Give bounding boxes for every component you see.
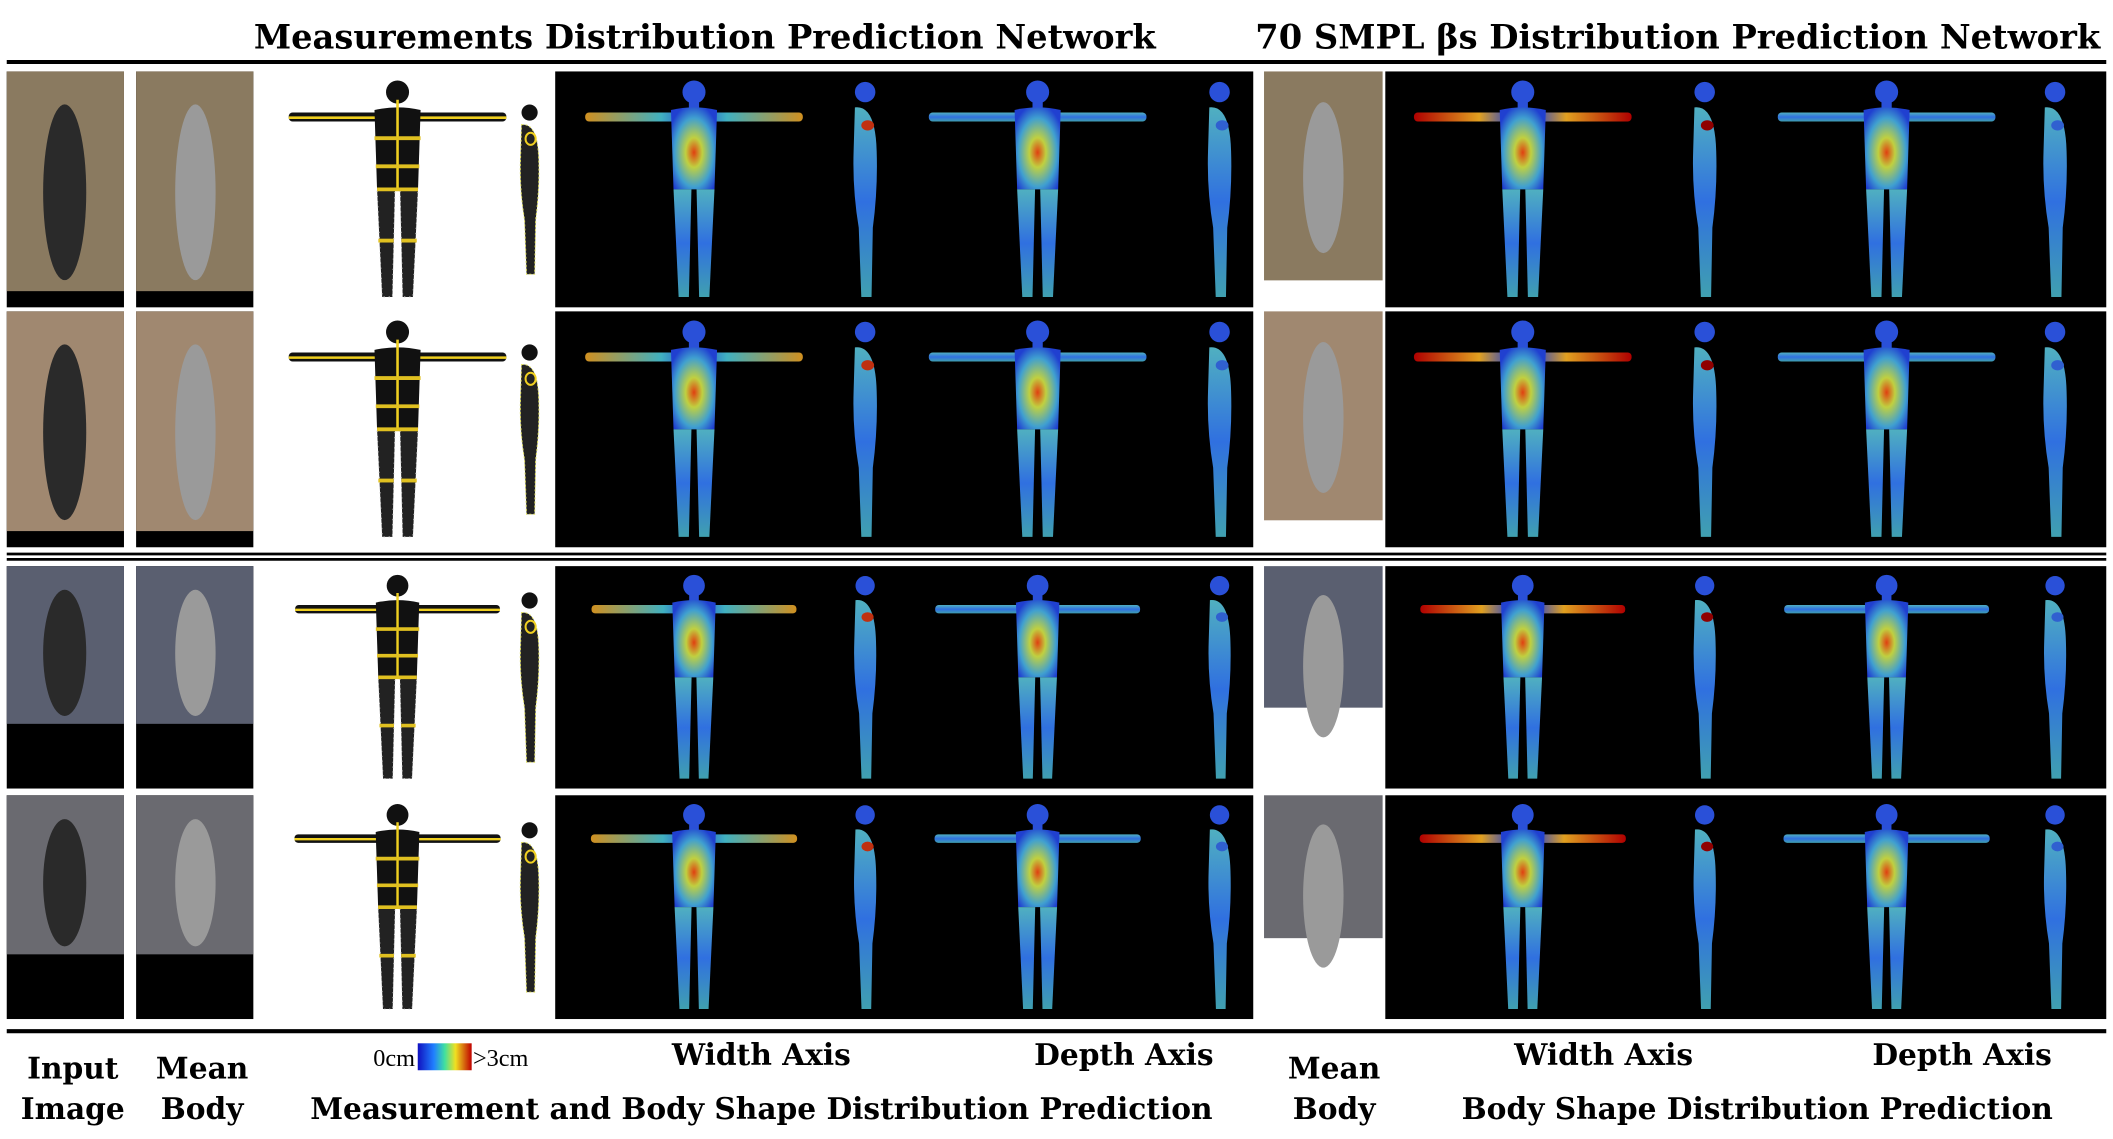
left-caption: Measurement and Body Shape Distribution …: [310, 1091, 1212, 1126]
colorbar: [417, 1043, 472, 1071]
right-title: 70 SMPL βs Distribution Prediction Netwo…: [1255, 17, 2101, 57]
mean-body: [1303, 342, 1344, 494]
depth-axis-label: Depth Axis: [1872, 1037, 2051, 1072]
width-axis-label: Width Axis: [1513, 1037, 1693, 1072]
heatmap-panel: [1385, 311, 2107, 548]
right-caption: Body Shape Distribution Prediction: [1462, 1091, 2053, 1126]
person: [43, 344, 87, 521]
mean-body: [1303, 595, 1344, 738]
panels: [6, 71, 2107, 1020]
colorbar-min: 0cm: [373, 1045, 415, 1072]
body-render: [289, 320, 507, 536]
body-render: [519, 343, 541, 516]
person: [43, 589, 87, 716]
heatmap-panel: [1385, 566, 2107, 789]
mean-body-label: Body: [161, 1091, 245, 1126]
person: [43, 819, 87, 947]
heatmap-panel: [555, 311, 1254, 548]
body-render: [294, 804, 500, 1009]
depth-axis-label: Depth Axis: [1034, 1037, 1213, 1072]
body-render: [519, 103, 541, 276]
width-axis-label: Width Axis: [671, 1037, 851, 1072]
heatmap-panel: [1385, 71, 2107, 308]
body-render: [289, 81, 507, 297]
colorbar-max: >3cm: [473, 1045, 529, 1072]
input-label: Input: [27, 1050, 119, 1085]
left-title: Measurements Distribution Prediction Net…: [254, 17, 1157, 57]
person: [43, 104, 87, 281]
heatmap-panel: [555, 71, 1254, 308]
heatmap-panel: [1385, 795, 2107, 1020]
mean-body: [1303, 824, 1344, 968]
mean-body: [1303, 102, 1344, 254]
mean-body-label: Body: [1293, 1091, 1377, 1126]
body-render: [519, 821, 541, 994]
body-render: [519, 591, 541, 764]
mean-body: [175, 819, 216, 947]
mean-body: [175, 589, 216, 716]
heatmap-panel: [555, 566, 1254, 789]
input-label: Image: [21, 1091, 125, 1126]
heatmap-panel: [555, 795, 1254, 1020]
mean-body: [175, 344, 216, 521]
body-render: [295, 575, 500, 779]
mean-body-label: Mean: [156, 1050, 248, 1085]
mean-body-label: Mean: [1288, 1050, 1380, 1085]
mean-body: [175, 104, 216, 281]
